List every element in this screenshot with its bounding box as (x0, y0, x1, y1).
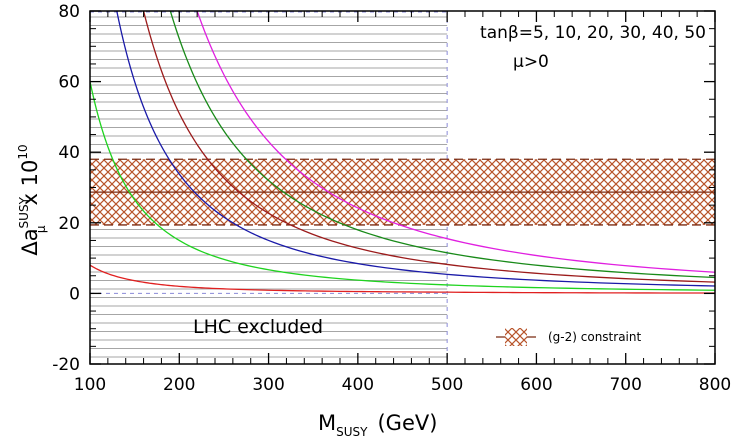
series-line-tanbeta-20 (116, 11, 715, 287)
series-line-tanbeta-10 (90, 81, 715, 291)
x-tick-label: 700 (609, 375, 641, 395)
series-line-tanbeta-30 (142, 11, 715, 283)
x-tick-label: 800 (699, 375, 731, 395)
y-tick-label: 60 (58, 73, 80, 93)
x-tick-label: 100 (74, 375, 106, 395)
x-tick-label: 500 (431, 375, 463, 395)
series-line-tanbeta-50 (196, 11, 715, 273)
y-tick-label: 80 (58, 2, 80, 22)
y-axis-title: ΔaSUSYμx 1010 (16, 144, 48, 255)
y-tick-label: 40 (58, 143, 80, 163)
series-line-tanbeta-40 (169, 11, 715, 279)
x-tick-label: 300 (252, 375, 284, 395)
x-axis-title: MSUSY (GeV) (318, 411, 437, 439)
excluded-region-label: LHC excluded (193, 316, 323, 338)
y-tick-label: 20 (58, 214, 80, 234)
mu-label: μ>0 (513, 52, 549, 72)
svg-text:ΔaSUSYμx 1010: ΔaSUSYμx 1010 (16, 144, 48, 255)
y-tick-label: -20 (52, 355, 80, 375)
x-tick-label: 400 (342, 375, 374, 395)
legend-label: (g-2) constraint (548, 330, 641, 344)
legend-swatch (505, 328, 527, 346)
x-tick-label: 600 (520, 375, 552, 395)
tanbeta-label: tanβ=5, 10, 20, 30, 40, 50 (480, 23, 706, 43)
x-tick-label: 200 (163, 375, 195, 395)
axis-ticks: 100 200 300 400 500 600 700 800 -20 0 20 40 60 80 (52, 2, 731, 395)
legend: (g-2) constraint (496, 328, 641, 346)
y-tick-label: 0 (69, 284, 80, 304)
series-curves (90, 11, 715, 294)
series-line-tanbeta-5 (90, 264, 715, 294)
